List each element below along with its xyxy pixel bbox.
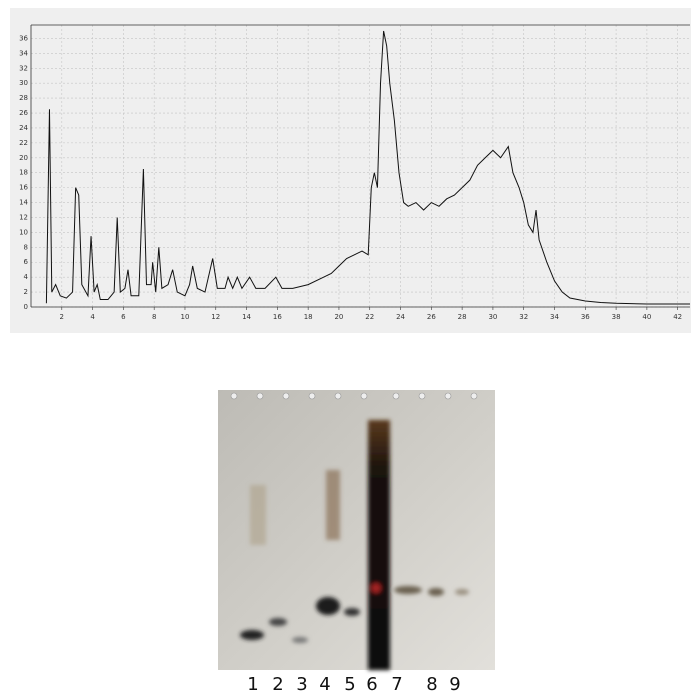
y-tick-label: 34 xyxy=(19,49,28,57)
y-tick-label: 10 xyxy=(19,228,28,236)
x-tick-label: 34 xyxy=(550,313,559,321)
x-tick-label: 8 xyxy=(152,313,156,321)
lane-label: 9 xyxy=(449,674,460,695)
y-tick-label: 6 xyxy=(24,258,29,266)
y-tick-label: 28 xyxy=(19,94,28,102)
x-tick-label: 42 xyxy=(673,313,682,321)
x-tick-label: 12 xyxy=(211,313,220,321)
gel-image xyxy=(218,390,495,670)
x-tick-label: 40 xyxy=(642,313,651,321)
y-tick-label: 22 xyxy=(19,139,28,147)
x-tick-label: 38 xyxy=(612,313,621,321)
y-tick-label: 0 xyxy=(24,303,28,311)
lane-label: 2 xyxy=(272,674,283,695)
y-tick-label: 12 xyxy=(19,213,28,221)
x-tick-label: 24 xyxy=(396,313,405,321)
x-tick-label: 36 xyxy=(581,313,590,321)
x-tick-label: 32 xyxy=(519,313,528,321)
lane-label: 6 xyxy=(366,674,377,695)
data-line xyxy=(45,30,690,305)
x-tick-label: 4 xyxy=(90,313,95,321)
chart-paper xyxy=(10,8,691,333)
y-tick-label: 16 xyxy=(19,184,28,192)
y-tick-label: 4 xyxy=(24,273,29,281)
x-tick-label: 6 xyxy=(121,313,126,321)
y-tick-label: 36 xyxy=(19,34,28,42)
y-tick-label: 8 xyxy=(24,243,28,251)
lane-label: 7 xyxy=(391,674,402,695)
x-tick-label: 20 xyxy=(334,313,343,321)
x-tick-label: 22 xyxy=(365,313,374,321)
x-tick-label: 16 xyxy=(273,313,282,321)
x-tick-label: 26 xyxy=(427,313,436,321)
y-tick-label: 30 xyxy=(19,79,28,87)
y-tick-label: 24 xyxy=(19,124,28,132)
x-tick-label: 30 xyxy=(488,313,497,321)
x-tick-label: 10 xyxy=(181,313,190,321)
y-tick-label: 2 xyxy=(24,288,28,296)
y-tick-label: 20 xyxy=(19,154,28,162)
lane-label: 3 xyxy=(296,674,307,695)
x-tick-label: 28 xyxy=(458,313,467,321)
y-tick-label: 32 xyxy=(19,64,28,72)
x-tick-label: 2 xyxy=(60,313,64,321)
lane-label: 5 xyxy=(344,674,355,695)
x-tick-label: 18 xyxy=(304,313,313,321)
lane-label: 1 xyxy=(247,674,258,695)
lane-label: 4 xyxy=(319,674,330,695)
x-tick-label: 14 xyxy=(242,313,251,321)
y-tick-label: 14 xyxy=(19,199,28,207)
y-tick-label: 18 xyxy=(19,169,28,177)
lane-label: 8 xyxy=(426,674,437,695)
y-tick-label: 26 xyxy=(19,109,28,117)
